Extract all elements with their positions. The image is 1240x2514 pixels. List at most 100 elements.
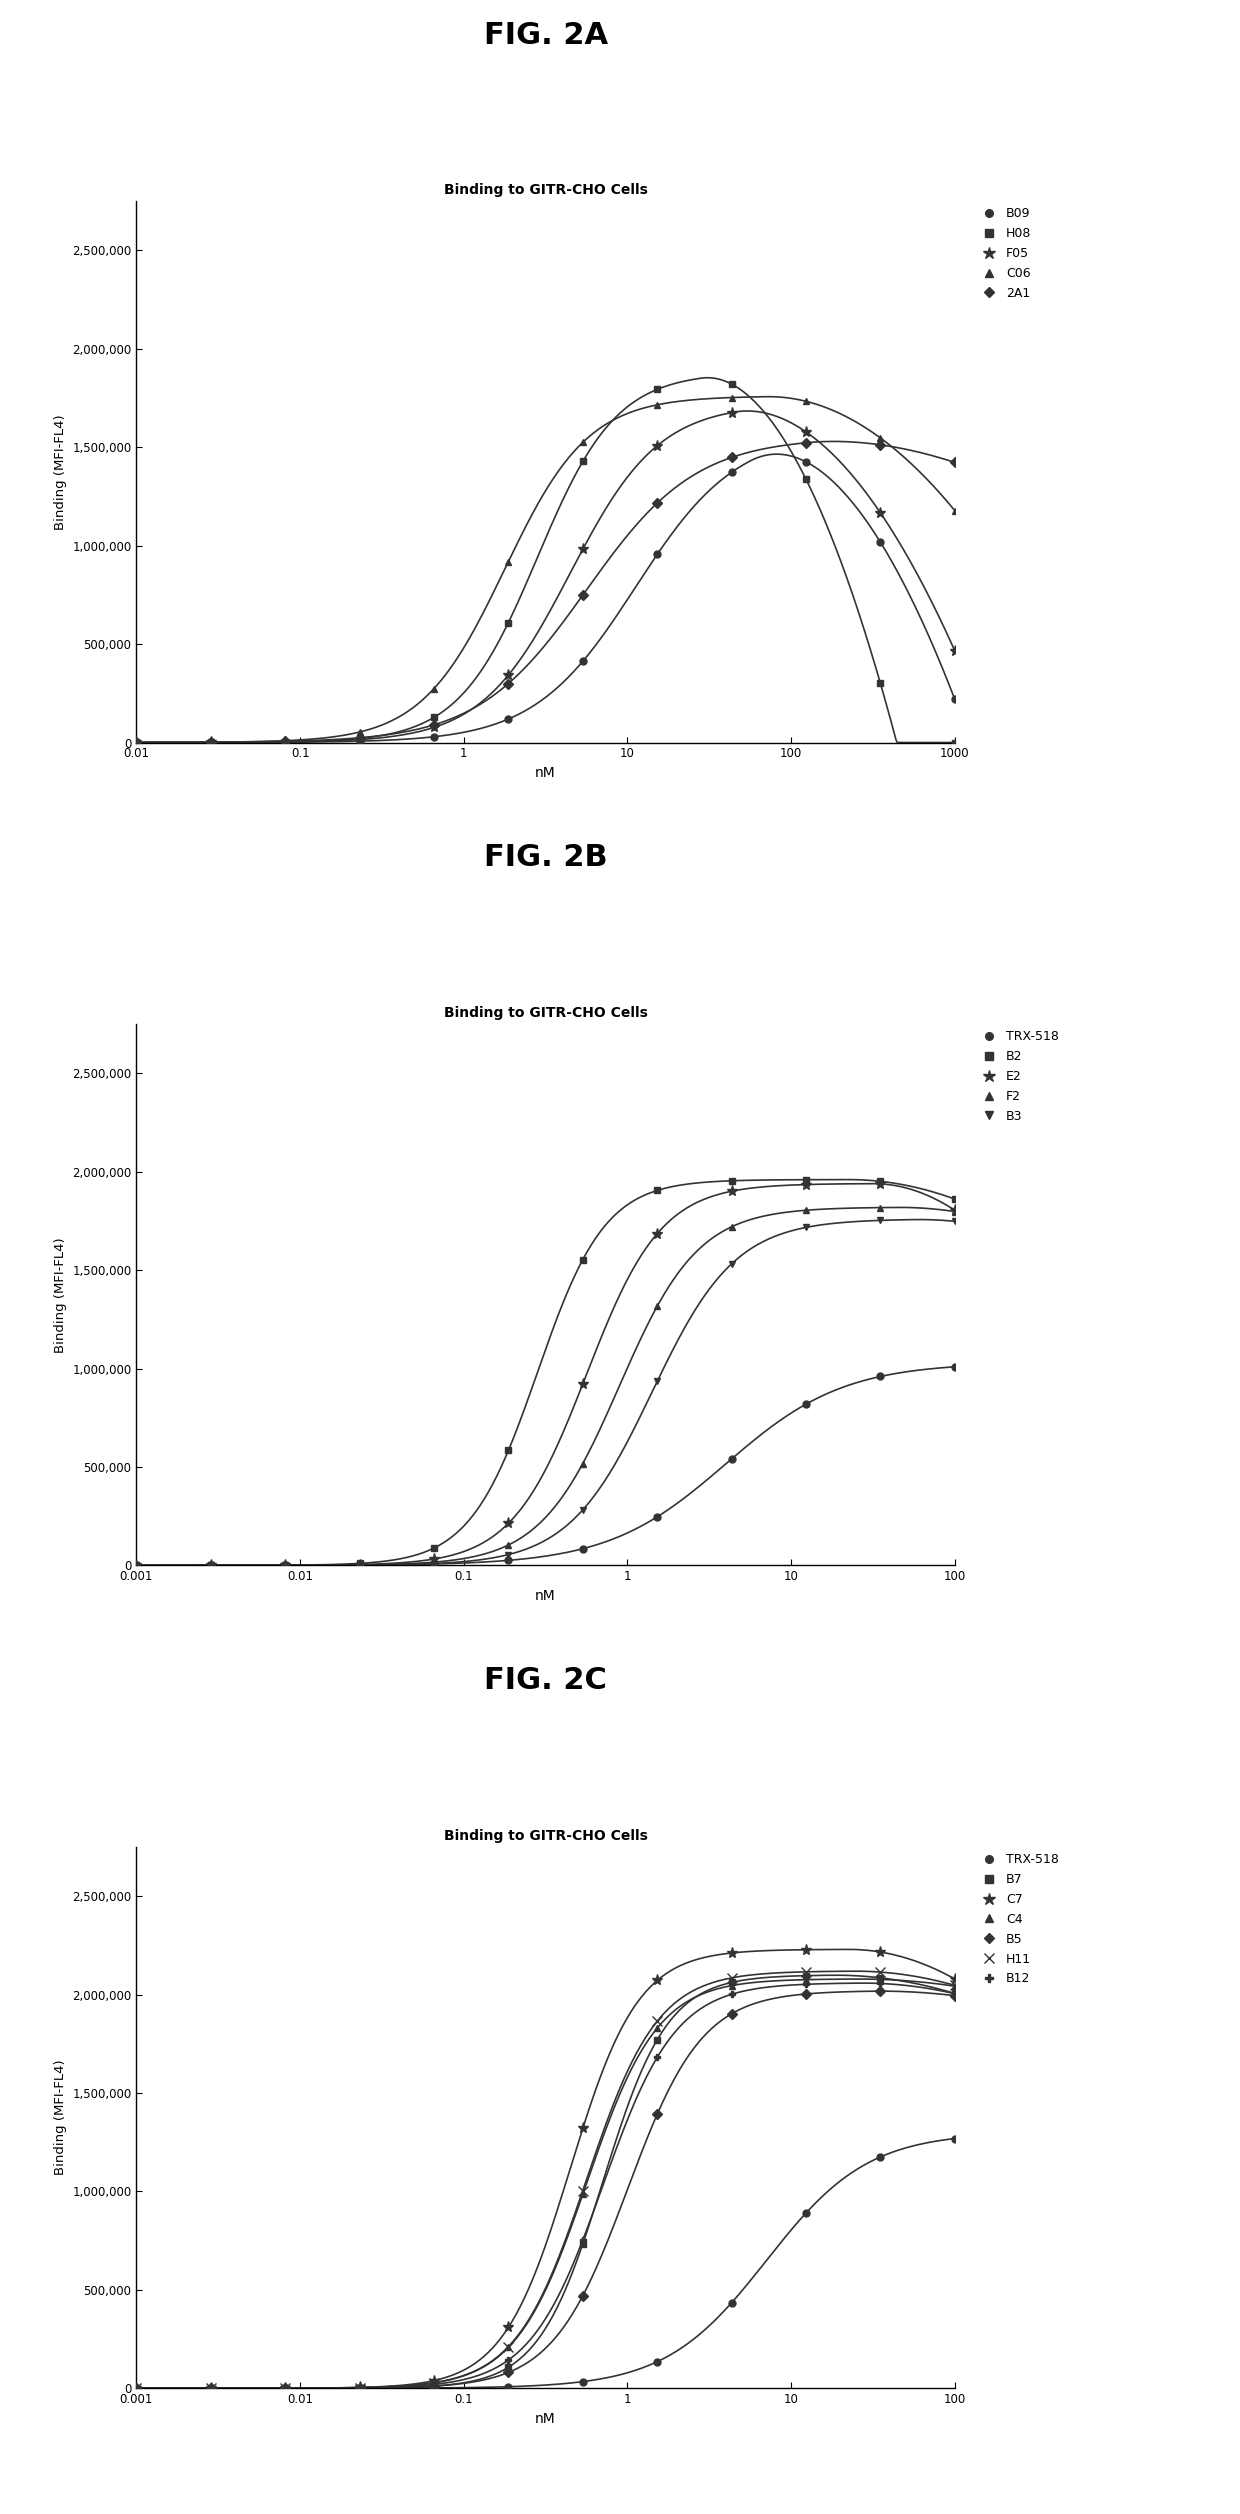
X-axis label: nM: nM (536, 2411, 556, 2426)
C7 (352, 2373, 367, 2403)
C06 (873, 422, 888, 453)
C4 (650, 2014, 665, 2044)
2A1 (947, 447, 962, 478)
C06 (129, 727, 144, 757)
B7 (129, 2373, 144, 2403)
B09 (650, 541, 665, 571)
F05 (724, 397, 739, 427)
2A1 (203, 727, 218, 757)
Line: C4: C4 (133, 1976, 959, 2391)
TRX-518 (501, 1546, 516, 1576)
B09 (799, 447, 813, 478)
TRX-518 (724, 1443, 739, 1473)
B7 (352, 2373, 367, 2403)
H11 (873, 1956, 888, 1986)
H11 (129, 2373, 144, 2403)
TRX-518 (278, 2373, 293, 2403)
B7 (947, 1979, 962, 2009)
Line: B7: B7 (133, 1971, 959, 2391)
Legend: TRX-518, B2, E2, F2, B3: TRX-518, B2, E2, F2, B3 (977, 1031, 1059, 1124)
B3 (501, 1539, 516, 1569)
2A1 (873, 430, 888, 460)
TRX-518 (203, 2373, 218, 2403)
B12 (501, 2346, 516, 2376)
Line: B3: B3 (133, 1217, 959, 1569)
C4 (575, 2180, 590, 2210)
F2 (427, 1546, 441, 1576)
H08 (501, 608, 516, 639)
B2 (947, 1184, 962, 1214)
B5 (650, 2099, 665, 2129)
H08 (873, 669, 888, 699)
C4 (352, 2373, 367, 2403)
B12 (873, 1968, 888, 1999)
B5 (129, 2373, 144, 2403)
TRX-518 (352, 2373, 367, 2403)
TRX-518 (501, 2371, 516, 2401)
2A1 (575, 581, 590, 611)
B3 (724, 1249, 739, 1280)
F2 (650, 1292, 665, 1322)
Title: Binding to GITR-CHO Cells: Binding to GITR-CHO Cells (444, 184, 647, 196)
B12 (427, 2368, 441, 2398)
E2 (129, 1551, 144, 1581)
TRX-518 (427, 2373, 441, 2403)
TRX-518 (799, 2197, 813, 2227)
H08 (650, 375, 665, 405)
B12 (947, 1979, 962, 2009)
F05 (799, 417, 813, 447)
B09 (501, 704, 516, 734)
F2 (352, 1549, 367, 1579)
Y-axis label: Binding (MFI-FL4): Binding (MFI-FL4) (53, 1237, 67, 1353)
B12 (799, 1968, 813, 1999)
X-axis label: nM: nM (536, 767, 556, 779)
E2 (650, 1219, 665, 1249)
B3 (947, 1207, 962, 1237)
B7 (501, 2353, 516, 2383)
B5 (575, 2280, 590, 2310)
B09 (575, 646, 590, 676)
B3 (575, 1496, 590, 1526)
H08 (427, 701, 441, 732)
TRX-518 (873, 2142, 888, 2172)
Line: H08: H08 (133, 380, 959, 747)
TRX-518 (650, 2346, 665, 2376)
TRX-518 (575, 2366, 590, 2396)
TRX-518 (129, 1551, 144, 1581)
H11 (501, 2330, 516, 2361)
B09 (352, 727, 367, 757)
F05 (203, 727, 218, 757)
C06 (575, 427, 590, 458)
B12 (278, 2373, 293, 2403)
C7 (724, 1938, 739, 1968)
C06 (650, 390, 665, 420)
B5 (873, 1976, 888, 2006)
F05 (129, 727, 144, 757)
C06 (278, 727, 293, 757)
B12 (203, 2373, 218, 2403)
C06 (501, 546, 516, 576)
TRX-518 (873, 1363, 888, 1393)
B3 (650, 1365, 665, 1395)
B5 (947, 1981, 962, 2011)
2A1 (799, 427, 813, 458)
H08 (575, 447, 590, 478)
C7 (575, 2114, 590, 2144)
Legend: TRX-518, B7, C7, C4, B5, H11, B12: TRX-518, B7, C7, C4, B5, H11, B12 (977, 1853, 1059, 1986)
E2 (278, 1551, 293, 1581)
F05 (278, 727, 293, 757)
C4 (129, 2373, 144, 2403)
H11 (278, 2373, 293, 2403)
Legend: B09, H08, F05, C06, 2A1: B09, H08, F05, C06, 2A1 (977, 206, 1032, 299)
B12 (352, 2373, 367, 2403)
B7 (724, 1968, 739, 1999)
B2 (650, 1177, 665, 1207)
C7 (947, 1963, 962, 1994)
B5 (501, 2358, 516, 2388)
F2 (575, 1448, 590, 1478)
B5 (352, 2373, 367, 2403)
B2 (799, 1164, 813, 1194)
E2 (724, 1177, 739, 1207)
F05 (873, 498, 888, 528)
C4 (947, 1971, 962, 2001)
